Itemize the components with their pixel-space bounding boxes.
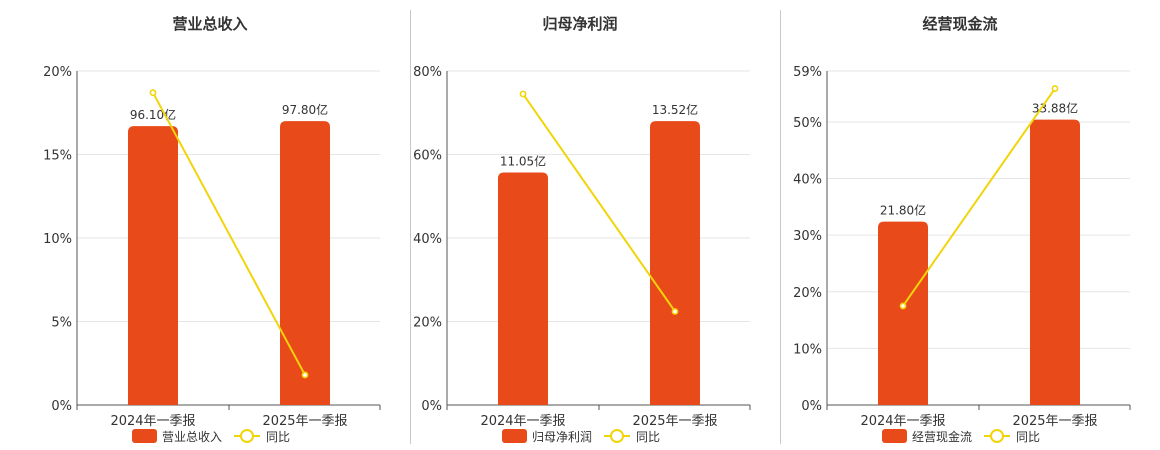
- bar-data-label: 13.52亿: [652, 102, 698, 117]
- legend-bar-swatch: [132, 429, 157, 443]
- x-category-label: 2024年一季报: [480, 414, 565, 429]
- legend-bar-swatch: [502, 429, 527, 443]
- panel-divider: [410, 10, 411, 444]
- x-category-label: 2024年一季报: [110, 414, 195, 429]
- chart-panel-net-profit: 归母净利润 0% 20% 40% 60% 80% 11.05亿 2024年一季报 13.52亿 2…: [390, 0, 760, 450]
- y-tick-label: 20%: [793, 286, 822, 301]
- bar-data-label: 97.80亿: [282, 102, 328, 117]
- y-tick-label: 0%: [801, 399, 822, 414]
- yoy-point: [149, 89, 157, 97]
- y-tick-label: 0%: [51, 399, 72, 414]
- yoy-point: [671, 308, 679, 315]
- y-tick-label: 15%: [43, 149, 72, 164]
- y-tick-label: 60%: [413, 149, 442, 164]
- bar: [498, 172, 548, 405]
- yoy-line: [522, 93, 676, 313]
- legend-line-label: 同比: [266, 430, 290, 444]
- yoy-point: [301, 371, 309, 379]
- legend-bar-swatch: [882, 429, 907, 443]
- bar: [1030, 119, 1080, 405]
- panel-divider: [780, 10, 781, 444]
- chart-title: 营业总收入: [172, 15, 247, 33]
- chart-panel-revenue: 营业总收入 0% 5% 10% 15% 20% 96.10亿 2024年一季报 97.80亿 20…: [20, 0, 390, 450]
- chart-svg: 营业总收入 0% 5% 10% 15% 20% 96.10亿 2024年一季报 97.80亿 20…: [43, 15, 381, 444]
- bar: [128, 126, 178, 406]
- x-category-label: 2024年一季报: [860, 414, 945, 429]
- legend-bar-label: 归母净利润: [532, 430, 592, 444]
- legend-line-marker: [610, 429, 624, 443]
- x-category-label: 2025年一季报: [1012, 414, 1097, 429]
- bar-data-label: 11.05亿: [500, 153, 546, 168]
- x-category-label: 2025年一季报: [632, 414, 717, 429]
- y-tick-label: 30%: [793, 229, 822, 244]
- legend-bar-label: 经营现金流: [912, 429, 972, 444]
- y-tick-label: 40%: [793, 173, 822, 188]
- chart-legend: 归母净利润 同比: [502, 429, 660, 444]
- y-tick-label: 20%: [43, 65, 72, 80]
- bar: [878, 221, 928, 405]
- y-tick-label: 10%: [43, 232, 72, 247]
- y-tick-label: 0%: [421, 399, 442, 414]
- yoy-point: [899, 302, 907, 310]
- yoy-line: [152, 92, 306, 376]
- y-tick-label: 59%: [793, 65, 822, 80]
- x-category-label: 2025年一季报: [262, 414, 347, 429]
- y-tick-label: 5%: [51, 316, 72, 331]
- legend-line-label: 同比: [636, 430, 660, 444]
- chart-title: 归母净利润: [542, 15, 617, 33]
- legend-line-label: 同比: [1016, 430, 1040, 444]
- y-tick-label: 50%: [793, 116, 822, 131]
- chart-panel-cash-flow: 经营现金流 0% 10% 20% 30% 40% 50% 59% 21.80亿 2024年一季报 3…: [770, 0, 1140, 450]
- chart-legend: 经营现金流 同比: [882, 429, 1040, 444]
- legend-bar-label: 营业总收入: [162, 430, 222, 444]
- bar-data-label: 21.80亿: [880, 203, 926, 218]
- chart-svg: 归母净利润 0% 20% 40% 60% 80% 11.05亿 2024年一季报 13.52亿 2…: [413, 15, 751, 444]
- yoy-line: [902, 87, 1056, 307]
- legend-line-marker: [990, 429, 1004, 443]
- yoy-point: [1051, 85, 1059, 92]
- bar: [650, 121, 700, 405]
- y-tick-label: 80%: [413, 65, 442, 80]
- chart-legend: 营业总收入 同比: [132, 429, 290, 444]
- y-tick-label: 10%: [793, 342, 822, 357]
- legend-line-marker: [240, 429, 254, 443]
- yoy-point: [519, 90, 527, 98]
- bar: [280, 121, 330, 405]
- bar-data-label: 96.10亿: [130, 107, 176, 122]
- y-tick-label: 40%: [413, 232, 442, 247]
- chart-title: 经营现金流: [922, 15, 997, 33]
- y-tick-label: 20%: [413, 316, 442, 331]
- chart-svg: 经营现金流0%10%20%30%40%50%59%21.80亿2024年一季报3…: [793, 15, 1131, 444]
